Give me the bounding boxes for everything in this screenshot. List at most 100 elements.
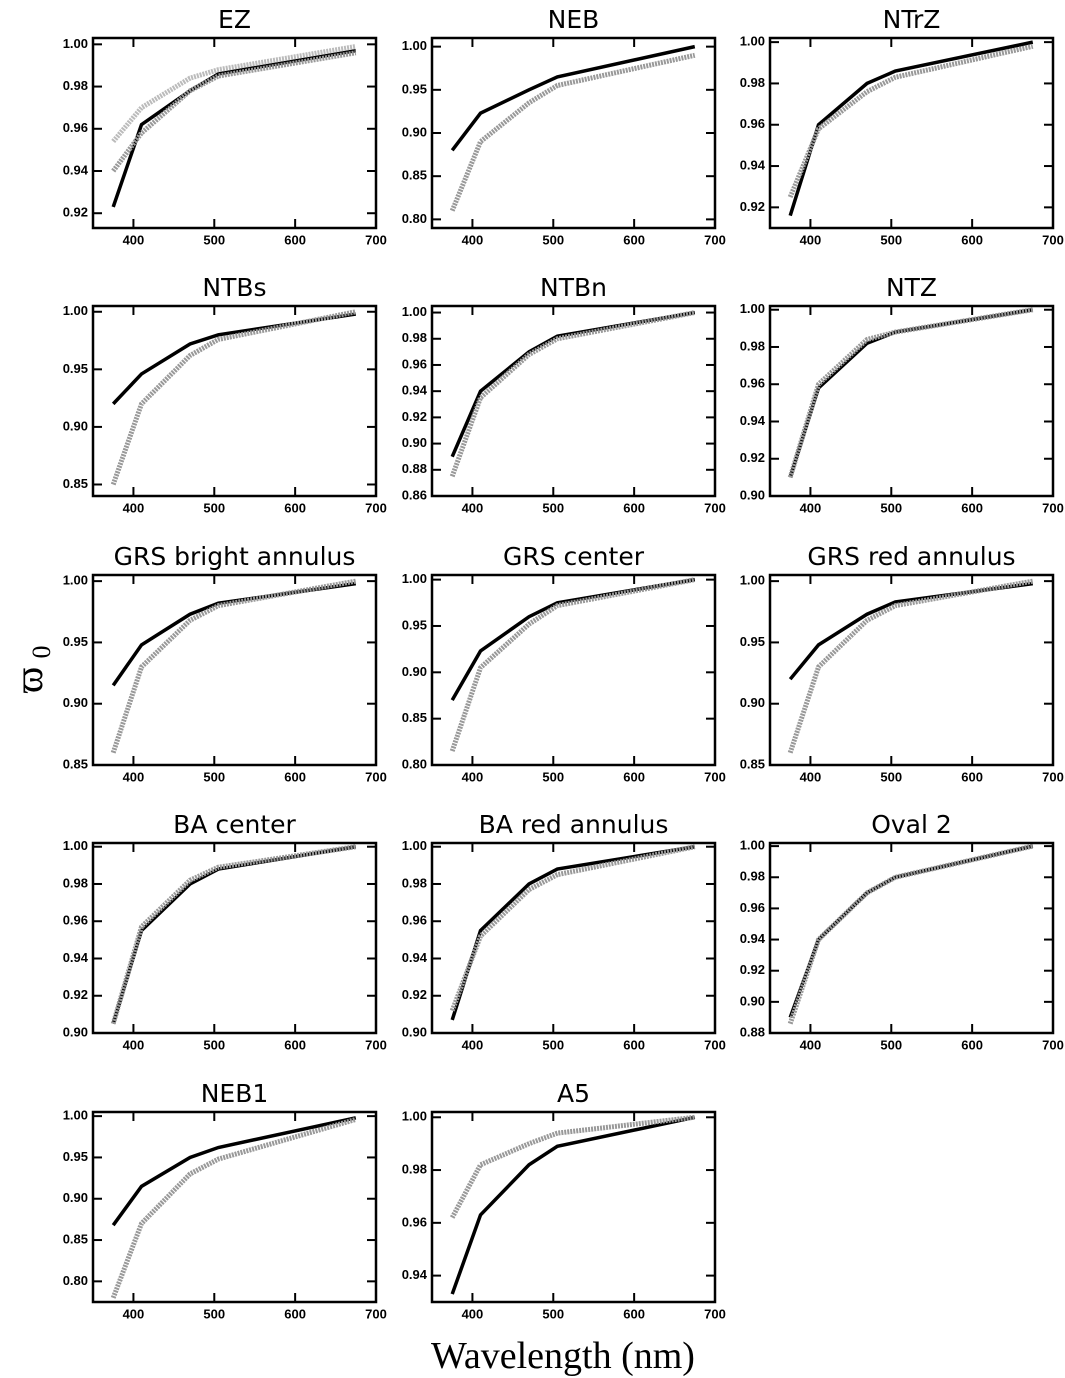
y-tick-label: 1.00	[740, 573, 765, 588]
y-tick-label: 0.98	[63, 78, 88, 93]
x-tick-label: 600	[961, 232, 983, 247]
y-tick-label: 0.80	[402, 211, 427, 226]
y-tick-label: 0.90	[63, 418, 88, 433]
y-tick-label: 0.94	[63, 950, 89, 965]
y-tick-label: 0.92	[63, 205, 88, 220]
y-tick-label: 1.00	[402, 304, 427, 319]
y-tick-label: 0.96	[402, 356, 427, 371]
y-axis-label-subscript: 0	[27, 646, 56, 659]
data-line	[787, 43, 1034, 198]
y-tick-label: 0.90	[402, 1024, 427, 1039]
x-tick-label: 600	[961, 500, 983, 515]
panel-title: NTBs	[202, 273, 266, 302]
x-tick-label: 700	[704, 769, 726, 784]
data-line	[110, 844, 357, 1025]
data-line	[450, 1114, 696, 1219]
panel: NEB 0.80 0.85 0.90 0.95 1.00 400 500 600 700	[402, 5, 726, 247]
y-tick-label: 1.00	[402, 838, 427, 853]
plot-frame	[430, 841, 717, 1035]
y-tick-label: 0.96	[63, 120, 88, 135]
x-tick-label: 500	[542, 769, 564, 784]
data-line	[111, 312, 357, 406]
panel: NTBn 0.86 0.88 0.90 0.92 0.94 0.96 0.98 1.00 400 5…	[402, 273, 726, 515]
y-axis-label: ϖ	[6, 667, 51, 693]
panel-title: EZ	[218, 5, 251, 34]
panel-title: NEB	[548, 5, 600, 34]
x-tick-label: 600	[284, 1037, 306, 1052]
y-tick-label: 0.92	[63, 987, 88, 1002]
data-line	[450, 577, 696, 701]
x-tick-label: 400	[462, 232, 484, 247]
y-tick-label: 0.98	[740, 869, 765, 884]
x-tick-label: 600	[623, 1306, 645, 1321]
data-line	[449, 577, 696, 752]
y-tick-label: 0.96	[63, 913, 88, 928]
panel: NTZ 0.90 0.92 0.94 0.96 0.98 1.00 400 500 600 700	[740, 273, 1064, 515]
y-tick-label: 0.92	[740, 450, 765, 465]
panel: GRS bright annulus 0.85 0.90 0.95 1.00 400 500…	[63, 542, 387, 784]
x-tick-label: 500	[203, 1037, 225, 1052]
plot-frame	[91, 1110, 378, 1304]
x-tick-label: 400	[462, 1306, 484, 1321]
y-tick-label: 0.90	[740, 695, 765, 710]
plot-frame	[430, 36, 717, 230]
panel-title: GRS center	[503, 542, 645, 571]
x-tick-label: 700	[1042, 232, 1064, 247]
x-tick-label: 700	[365, 1037, 387, 1052]
x-tick-label: 400	[123, 1306, 145, 1321]
x-tick-label: 700	[704, 1037, 726, 1052]
y-tick-label: 0.98	[63, 875, 88, 890]
plot-frame	[768, 841, 1055, 1035]
x-tick-label: 400	[462, 1037, 484, 1052]
panel-title: NTZ	[886, 273, 937, 302]
y-tick-label: 0.95	[63, 634, 88, 649]
y-tick-label: 0.90	[402, 124, 427, 139]
data-line	[787, 843, 1034, 1025]
y-tick-label: 0.88	[402, 461, 427, 476]
data-line	[110, 578, 357, 754]
data-line	[110, 309, 357, 486]
x-tick-label: 600	[623, 232, 645, 247]
y-tick-label: 0.85	[402, 710, 427, 725]
y-tick-label: 0.80	[63, 1273, 88, 1288]
y-tick-label: 0.90	[63, 1190, 88, 1205]
plot-frame	[430, 1110, 717, 1304]
x-tick-label: 400	[462, 769, 484, 784]
x-tick-label: 600	[623, 769, 645, 784]
panel-title: NTBn	[540, 273, 607, 302]
y-tick-label: 0.90	[63, 695, 88, 710]
y-tick-label: 0.90	[63, 1024, 88, 1039]
x-tick-label: 700	[365, 1306, 387, 1321]
data-line	[787, 578, 1034, 754]
x-tick-label: 700	[704, 1306, 726, 1321]
x-tick-label: 500	[203, 500, 225, 515]
y-tick-label: 0.95	[63, 361, 88, 376]
data-line	[788, 581, 1034, 681]
x-tick-label: 600	[623, 500, 645, 515]
y-tick-label: 0.85	[63, 756, 88, 771]
data-line	[788, 307, 1034, 478]
y-tick-label: 0.96	[740, 900, 765, 915]
y-tick-label: 0.94	[402, 1267, 428, 1282]
y-tick-label: 0.95	[63, 1149, 88, 1164]
x-tick-label: 700	[704, 500, 726, 515]
y-tick-label: 0.98	[740, 338, 765, 353]
x-tick-label: 400	[800, 1037, 822, 1052]
y-tick-label: 0.96	[740, 116, 765, 131]
x-tick-label: 500	[542, 500, 564, 515]
y-tick-label: 0.94	[740, 931, 766, 946]
y-tick-label: 0.90	[740, 487, 765, 502]
y-tick-label: 1.00	[63, 303, 88, 318]
y-tick-label: 0.98	[402, 330, 427, 345]
panel-title: GRS bright annulus	[114, 542, 356, 571]
x-tick-label: 700	[365, 232, 387, 247]
y-tick-label: 0.85	[740, 756, 765, 771]
x-tick-label: 500	[542, 1306, 564, 1321]
panel-title: NTrZ	[883, 5, 941, 34]
data-line	[111, 1116, 357, 1227]
x-tick-label: 700	[1042, 769, 1064, 784]
data-line	[450, 844, 696, 1021]
panel: Oval 2 0.88 0.90 0.92 0.94 0.96 0.98 1.00 400 500…	[740, 810, 1064, 1052]
y-tick-label: 0.94	[740, 413, 766, 428]
panel-title: BA red annulus	[479, 810, 669, 839]
